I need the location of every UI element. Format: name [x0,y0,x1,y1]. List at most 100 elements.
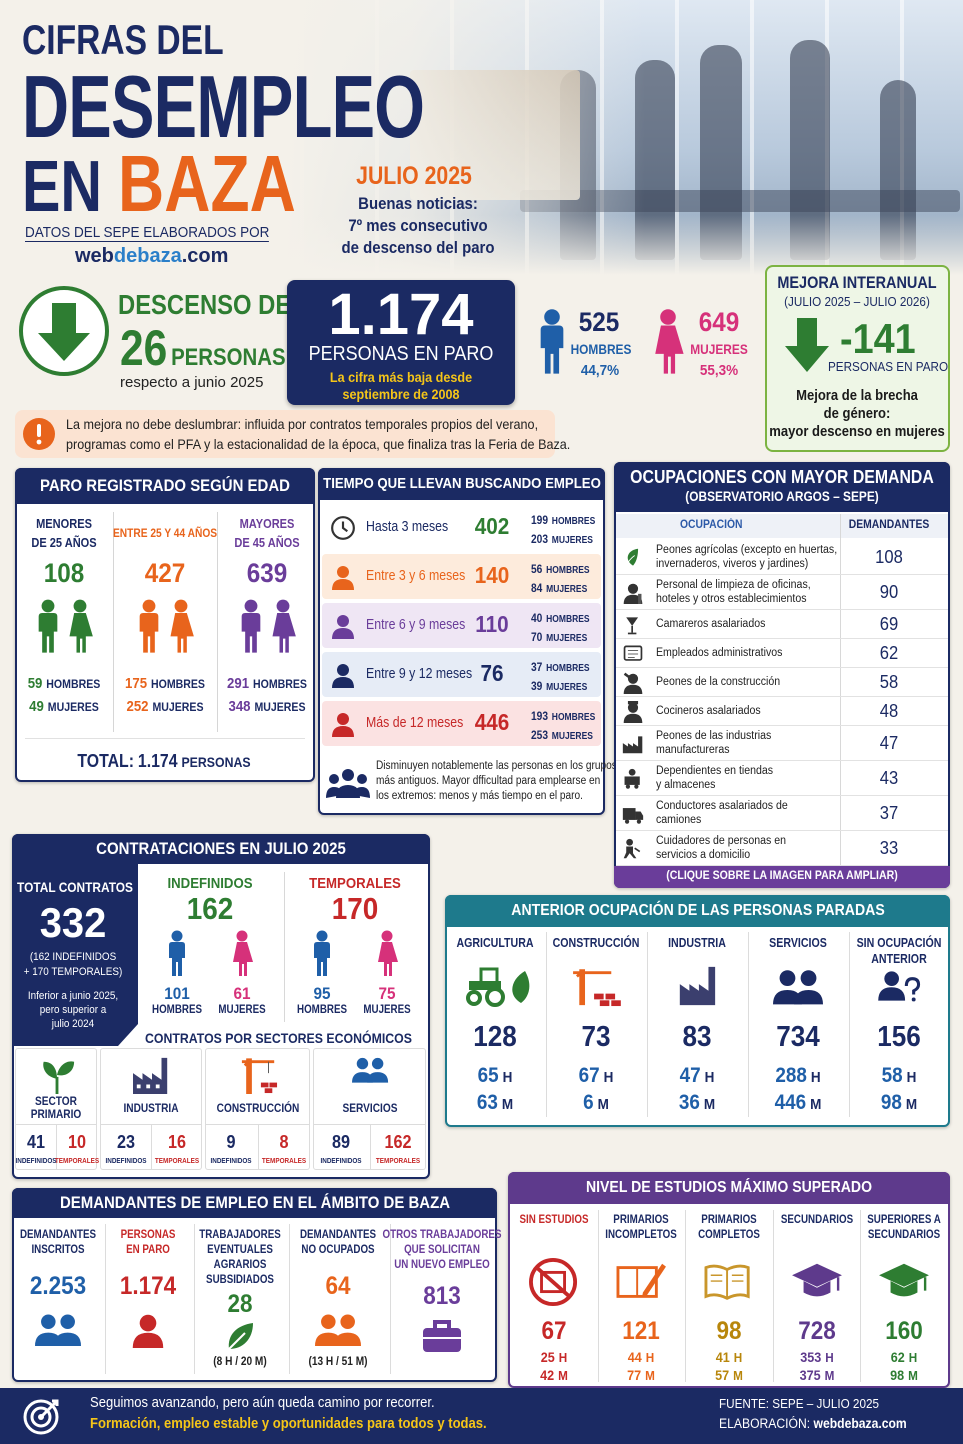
news-line: Buenas noticias: [358,194,478,213]
education-women: 98 M [890,1367,918,1385]
text-part: MUJERES [546,633,588,644]
previous-label: AGRICULTURA [456,936,534,950]
interannual-box [765,265,950,452]
footer-credit: ELABORACIÓN: webdebaza.com [719,1416,907,1432]
site-part: debaza [113,245,182,267]
occupations-header [614,462,950,512]
time-men: 199 HOMBRES [531,511,595,529]
previous-women: 36 M [679,1091,715,1115]
age-women: 49 MUJERES [29,698,99,716]
descenso-value: 26 PERSONAS [120,320,286,378]
footer [0,1388,963,1444]
education-total: 67 [541,1317,567,1345]
time-row [322,701,601,746]
person-icon [332,566,354,590]
text-part: H [733,1350,743,1365]
text-part: M [501,1096,514,1113]
panel-title: NIVEL DE ESTUDIOS MÁXIMO SUPERADO [585,1178,873,1196]
sector-indef: 89 [332,1132,351,1152]
age-separator [217,512,218,732]
seekers-label: OTROS TRABAJADORES [382,1229,502,1241]
seekers-sep [105,1224,106,1374]
text-part: 1.174 [137,751,178,771]
footer-source: FUENTE: SEPE – JULIO 2025 [719,1396,879,1411]
text-part: M [810,1096,822,1113]
men-label: HOMBRES [152,1004,202,1016]
women-pct: 55,3% [699,362,739,379]
text-part: 49 [29,698,44,715]
text-part: MUJERES [47,700,99,714]
previous-men: 58 H [882,1064,917,1088]
target-icon [23,1399,59,1435]
seekers-sep [390,1224,391,1374]
seekers-note: (13 H / 51 M) [308,1356,368,1368]
seekers-sep [194,1224,195,1374]
education-label: SECUNDARIOS [780,1214,853,1226]
text-part: H [558,1350,568,1365]
descenso-ref: respecto a junio 2025 [120,374,264,391]
contract-type-label: TEMPORALES [309,875,401,892]
age-group-label: ENTRE 25 Y 44 AÑOS [112,526,218,540]
previous-total: 128 [473,1021,517,1053]
man-icon [169,930,185,976]
text-part: M [824,1368,834,1383]
seekers-label: DEMANDANTES [299,1229,377,1241]
man-icon [241,599,261,653]
time-men: 193 HOMBRES [531,707,595,725]
time-women: 70 MUJERES [531,628,587,646]
title: DESEMPLEO [22,57,425,156]
contracts-total-label: TOTAL CONTRATOS [17,879,133,895]
temp-label: TEMPORALES [54,1156,99,1165]
site-part: web [75,245,114,267]
occupation-name: Conductores asalariados de [656,799,788,812]
time-men: 40 HOMBRES [531,609,590,627]
time-label: Entre 6 y 9 meses [366,617,466,633]
age-panel [15,468,315,782]
text-part: H [502,1069,513,1086]
previous-label: SERVICIOS [769,936,827,950]
warning-text: programas como el PFA y la estacionalida… [66,436,571,452]
time-women: 203 MUJERES [531,530,593,548]
indef-label: INDEFINIDOS [14,1156,57,1165]
sector-label: CONSTRUCCIÓN [216,1103,299,1115]
occupation-name: Camareros asalariados [656,617,766,630]
seekers-label: TRABAJADORES [199,1229,281,1241]
seekers-icon [228,1323,253,1350]
age-men: 291 HOMBRES [227,675,307,693]
occupation-name: camiones [656,813,702,826]
age-women: 348 MUJERES [229,698,306,716]
contract-women: 75 [378,984,396,1003]
panel-title: TIEMPO QUE LLEVAN BUSCANDO EMPLEO [322,475,601,493]
previous-women: 446 M [775,1091,822,1115]
education-icon [879,1263,930,1297]
age-group-label: DE 25 AÑOS [31,535,97,550]
text-part: HOMBRES [150,677,205,691]
seekers-panel-header [12,1188,497,1218]
text-part: 199 [531,513,549,527]
sector-indef: 9 [226,1132,236,1152]
sector-label: PRIMARIO [30,1109,82,1121]
sector-row-sep [205,1124,310,1125]
previous-men: 65 H [478,1064,513,1088]
interannual-arrow [785,318,829,372]
total-box [287,280,515,405]
sector-icon [133,1057,168,1094]
contract-type-label: INDEFINIDOS [167,875,253,892]
text-part: MUJERES [254,700,306,714]
text-part: PERSONAS [171,344,286,371]
occupation-row-sep [616,574,948,575]
occupations-footer [614,866,950,888]
occupation-value: 48 [879,701,899,721]
clock-icon [331,516,355,540]
text-part: H [810,1069,821,1086]
text-part: MUJERES [152,700,204,714]
text-part: HOMBRES [546,663,590,674]
time-label: Entre 3 y 6 meses [366,568,466,584]
men-value: 525 [578,307,620,337]
time-total: 446 [474,709,510,735]
education-label: PRIMARIOS [701,1214,757,1226]
text-part: 41 [715,1349,730,1365]
previous-sep [647,932,648,1117]
total-note: septiembre de 2008 [342,386,460,402]
occupation-name: Personal de limpieza de oficinas, [656,578,811,591]
